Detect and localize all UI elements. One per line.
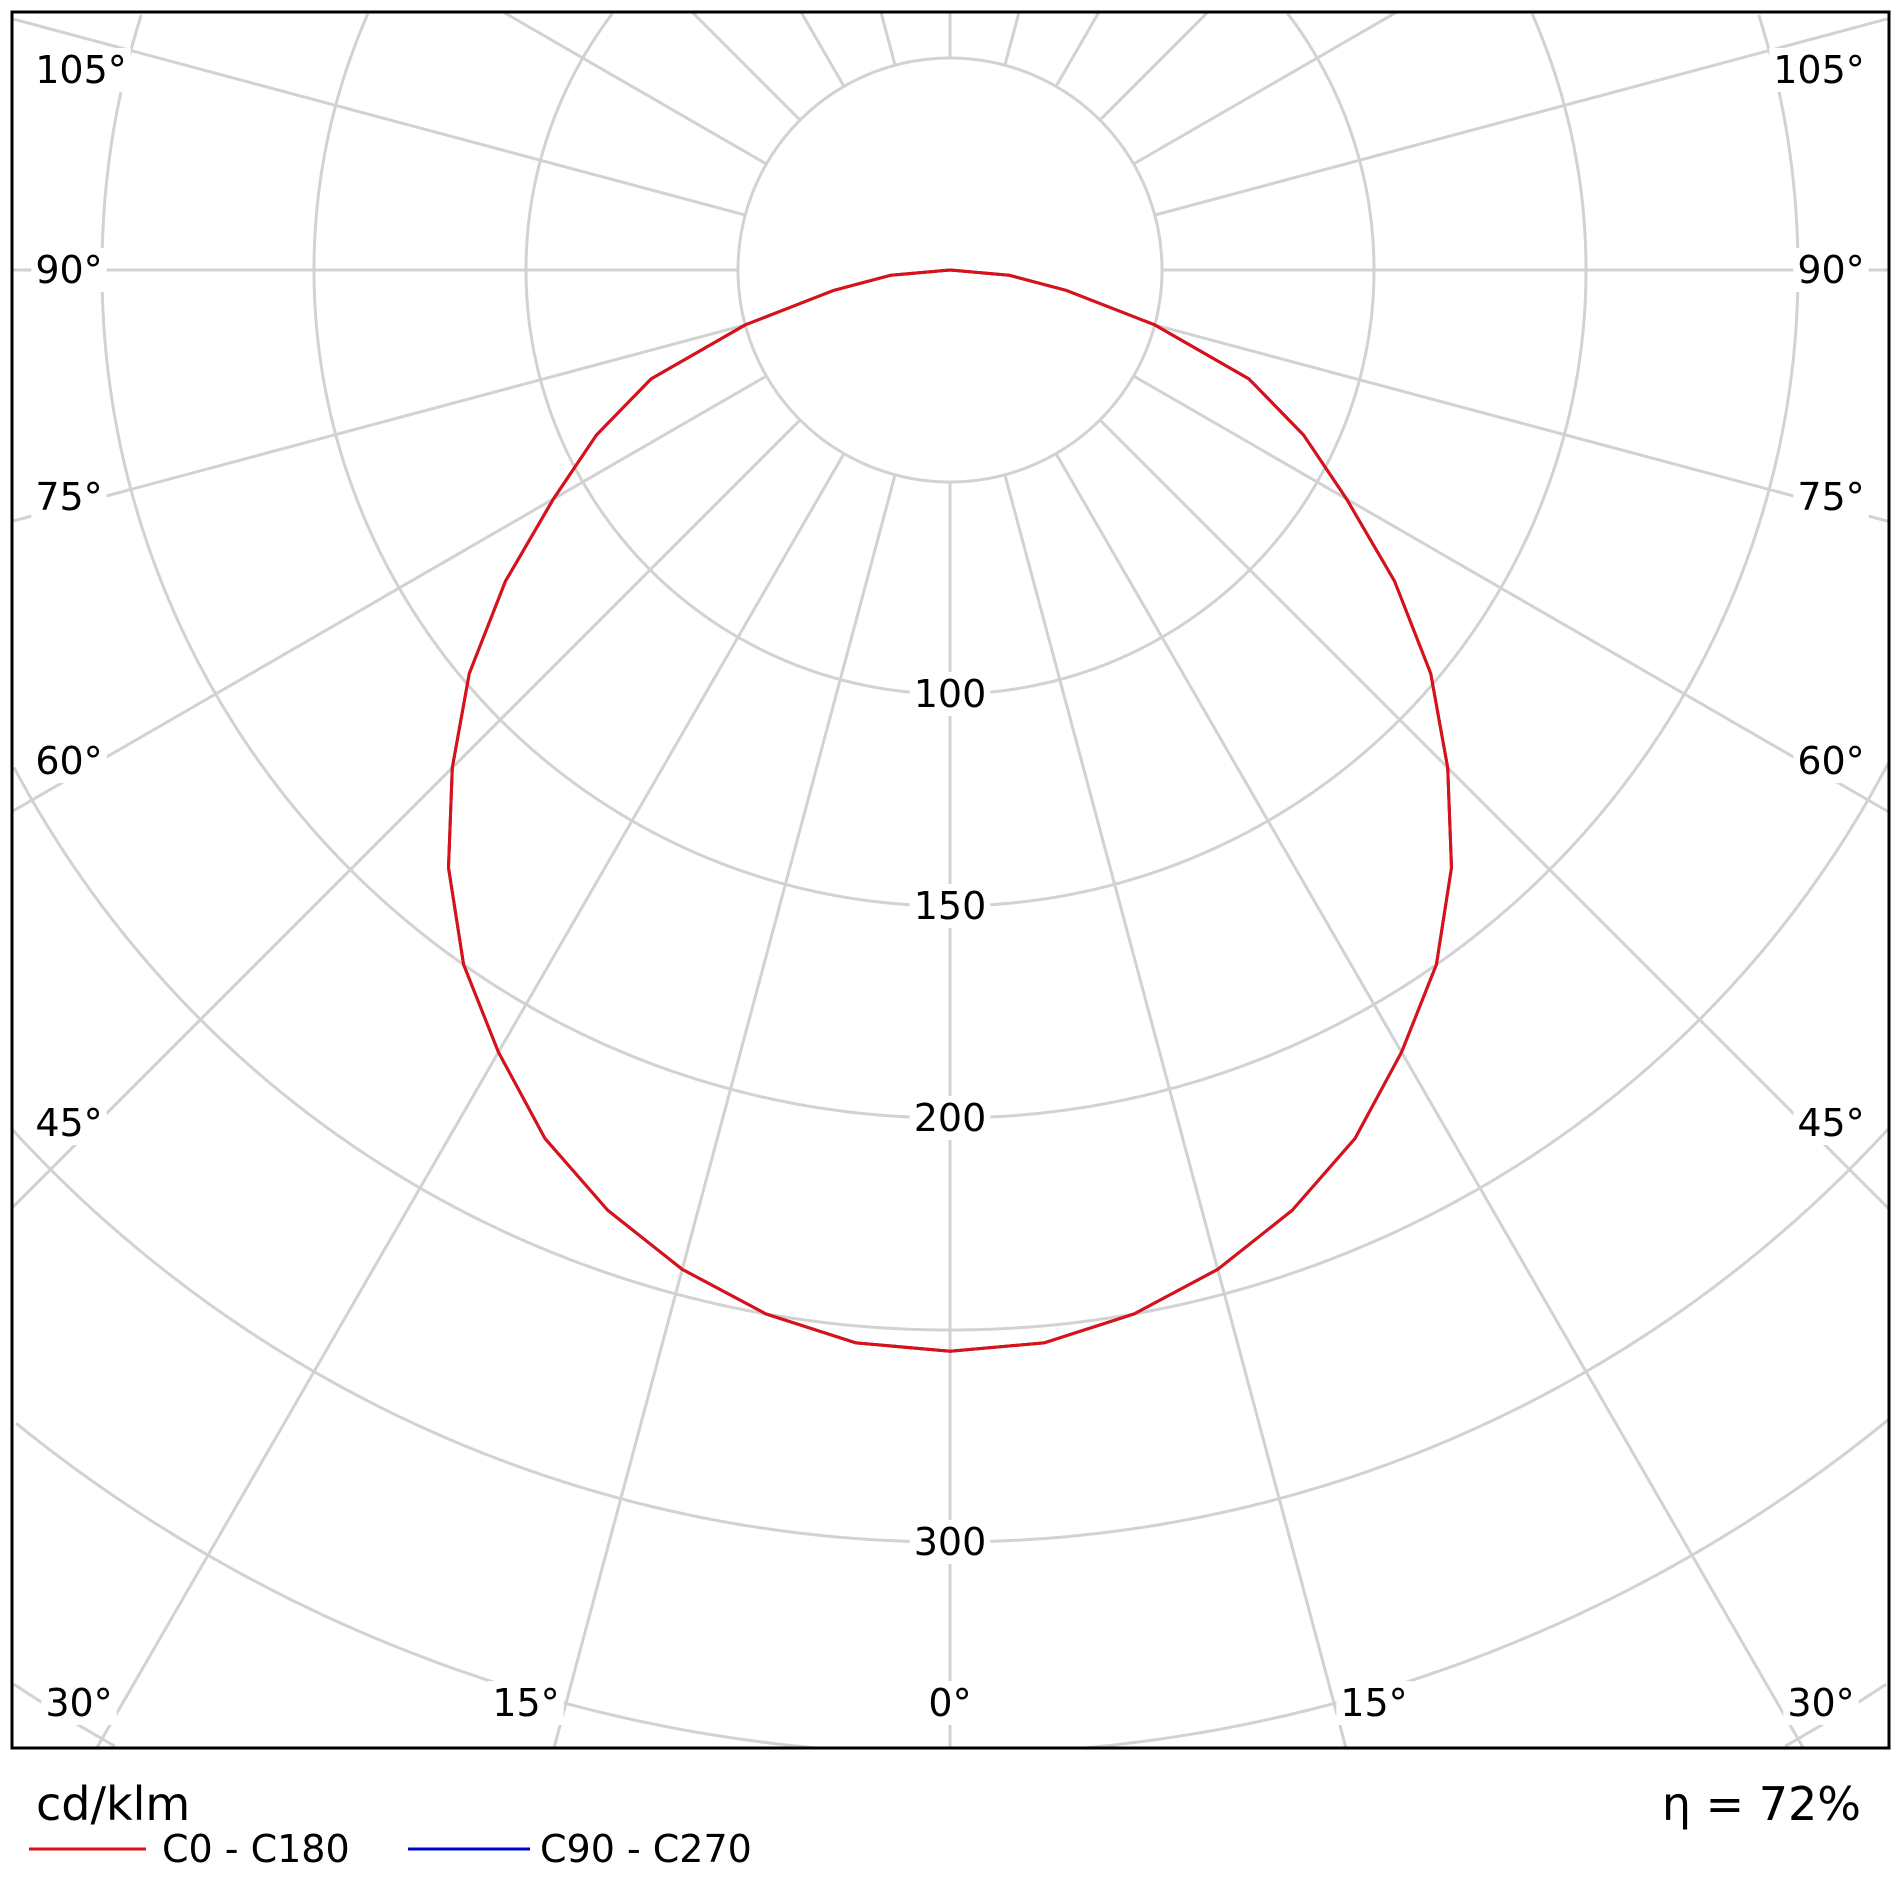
radial-spoke (1054, 12, 1101, 88)
ring-50 (736, 56, 1164, 484)
angle-label: 0° (928, 1681, 971, 1725)
radial-spoke (502, 12, 768, 166)
radial-spoke (1003, 474, 1348, 1748)
label-background (909, 884, 991, 928)
radial-spoke (879, 12, 897, 66)
angle-label: 30° (1787, 1681, 1854, 1725)
plot-frame (10, 10, 1891, 1750)
angle-label: 30° (45, 1681, 112, 1725)
label-background (31, 48, 131, 92)
label-background (909, 1096, 991, 1140)
label-background (31, 1101, 107, 1145)
radial-spoke (799, 12, 846, 88)
ring-150 (312, 13, 1588, 908)
label-background (924, 1681, 976, 1725)
legend-label-c0-c180: C0 - C180 (162, 1827, 350, 1871)
legend-label-c90-c270: C90 - C270 (540, 1827, 752, 1871)
label-background (1793, 475, 1869, 519)
label-background (1793, 248, 1869, 292)
series-c0-c180 (447, 268, 1453, 1353)
radial-spoke (12, 323, 746, 523)
radial-tick-label: 150 (914, 884, 987, 928)
ring-250 (12, 762, 1889, 1332)
label-background (1793, 1101, 1869, 1145)
radial-spoke (12, 418, 802, 1210)
label-background (31, 475, 107, 519)
label-background (488, 1681, 564, 1725)
radial-tick-label: 100 (914, 672, 987, 716)
radial-spoke (1154, 323, 1889, 524)
angle-label: 15° (492, 1681, 559, 1725)
radial-spoke (690, 12, 802, 122)
unit-label: cd/klm (36, 1777, 190, 1831)
ring-100 (524, 12, 1376, 696)
ring-350 (15, 1418, 1889, 1748)
angle-label-left: 105° (35, 48, 127, 92)
label-background (1793, 739, 1869, 783)
radial-tick-label: 300 (914, 1520, 987, 1564)
label-background (1336, 1681, 1412, 1725)
radial-spoke (95, 452, 846, 1748)
label-background (909, 672, 991, 716)
label-background (909, 1520, 991, 1564)
angle-label-left: 75° (35, 475, 102, 519)
radial-spoke (1054, 452, 1805, 1748)
curves (447, 268, 1453, 1353)
radial-spoke (552, 474, 897, 1748)
label-background (1783, 1681, 1859, 1725)
angle-label-left: 60° (35, 739, 102, 783)
angle-label-left: 90° (35, 248, 102, 292)
angle-label: 15° (1340, 1681, 1407, 1725)
angle-label-right: 75° (1797, 475, 1864, 519)
legend: C0 - C180 C90 - C270 (29, 1827, 752, 1871)
radial-spoke (1154, 16, 1889, 217)
polar-grid (12, 12, 1889, 1748)
angle-label-left: 45° (35, 1101, 102, 1145)
radial-spoke (1098, 12, 1210, 122)
angle-label-right: 45° (1797, 1101, 1864, 1145)
angle-label-right: 105° (1773, 48, 1865, 92)
label-background (41, 1681, 117, 1725)
label-background (31, 739, 107, 783)
radial-spoke (1003, 12, 1021, 66)
radial-spoke (1098, 418, 1889, 1211)
radial-spoke (12, 17, 746, 217)
radial-spoke (1132, 374, 1889, 814)
efficiency-label: η = 72% (1662, 1777, 1861, 1831)
label-background (31, 248, 107, 292)
radial-tick-label: 200 (914, 1096, 987, 1140)
radial-spoke (12, 374, 768, 813)
label-background (1769, 48, 1869, 92)
axis-labels: 100 150 200 300 30° 15° 0° 15° 30° 45° 45° 60° 60° 75… (31, 48, 1869, 1725)
angle-label-right: 90° (1797, 248, 1864, 292)
angle-label-right: 60° (1797, 739, 1864, 783)
radial-spoke (1132, 12, 1398, 166)
